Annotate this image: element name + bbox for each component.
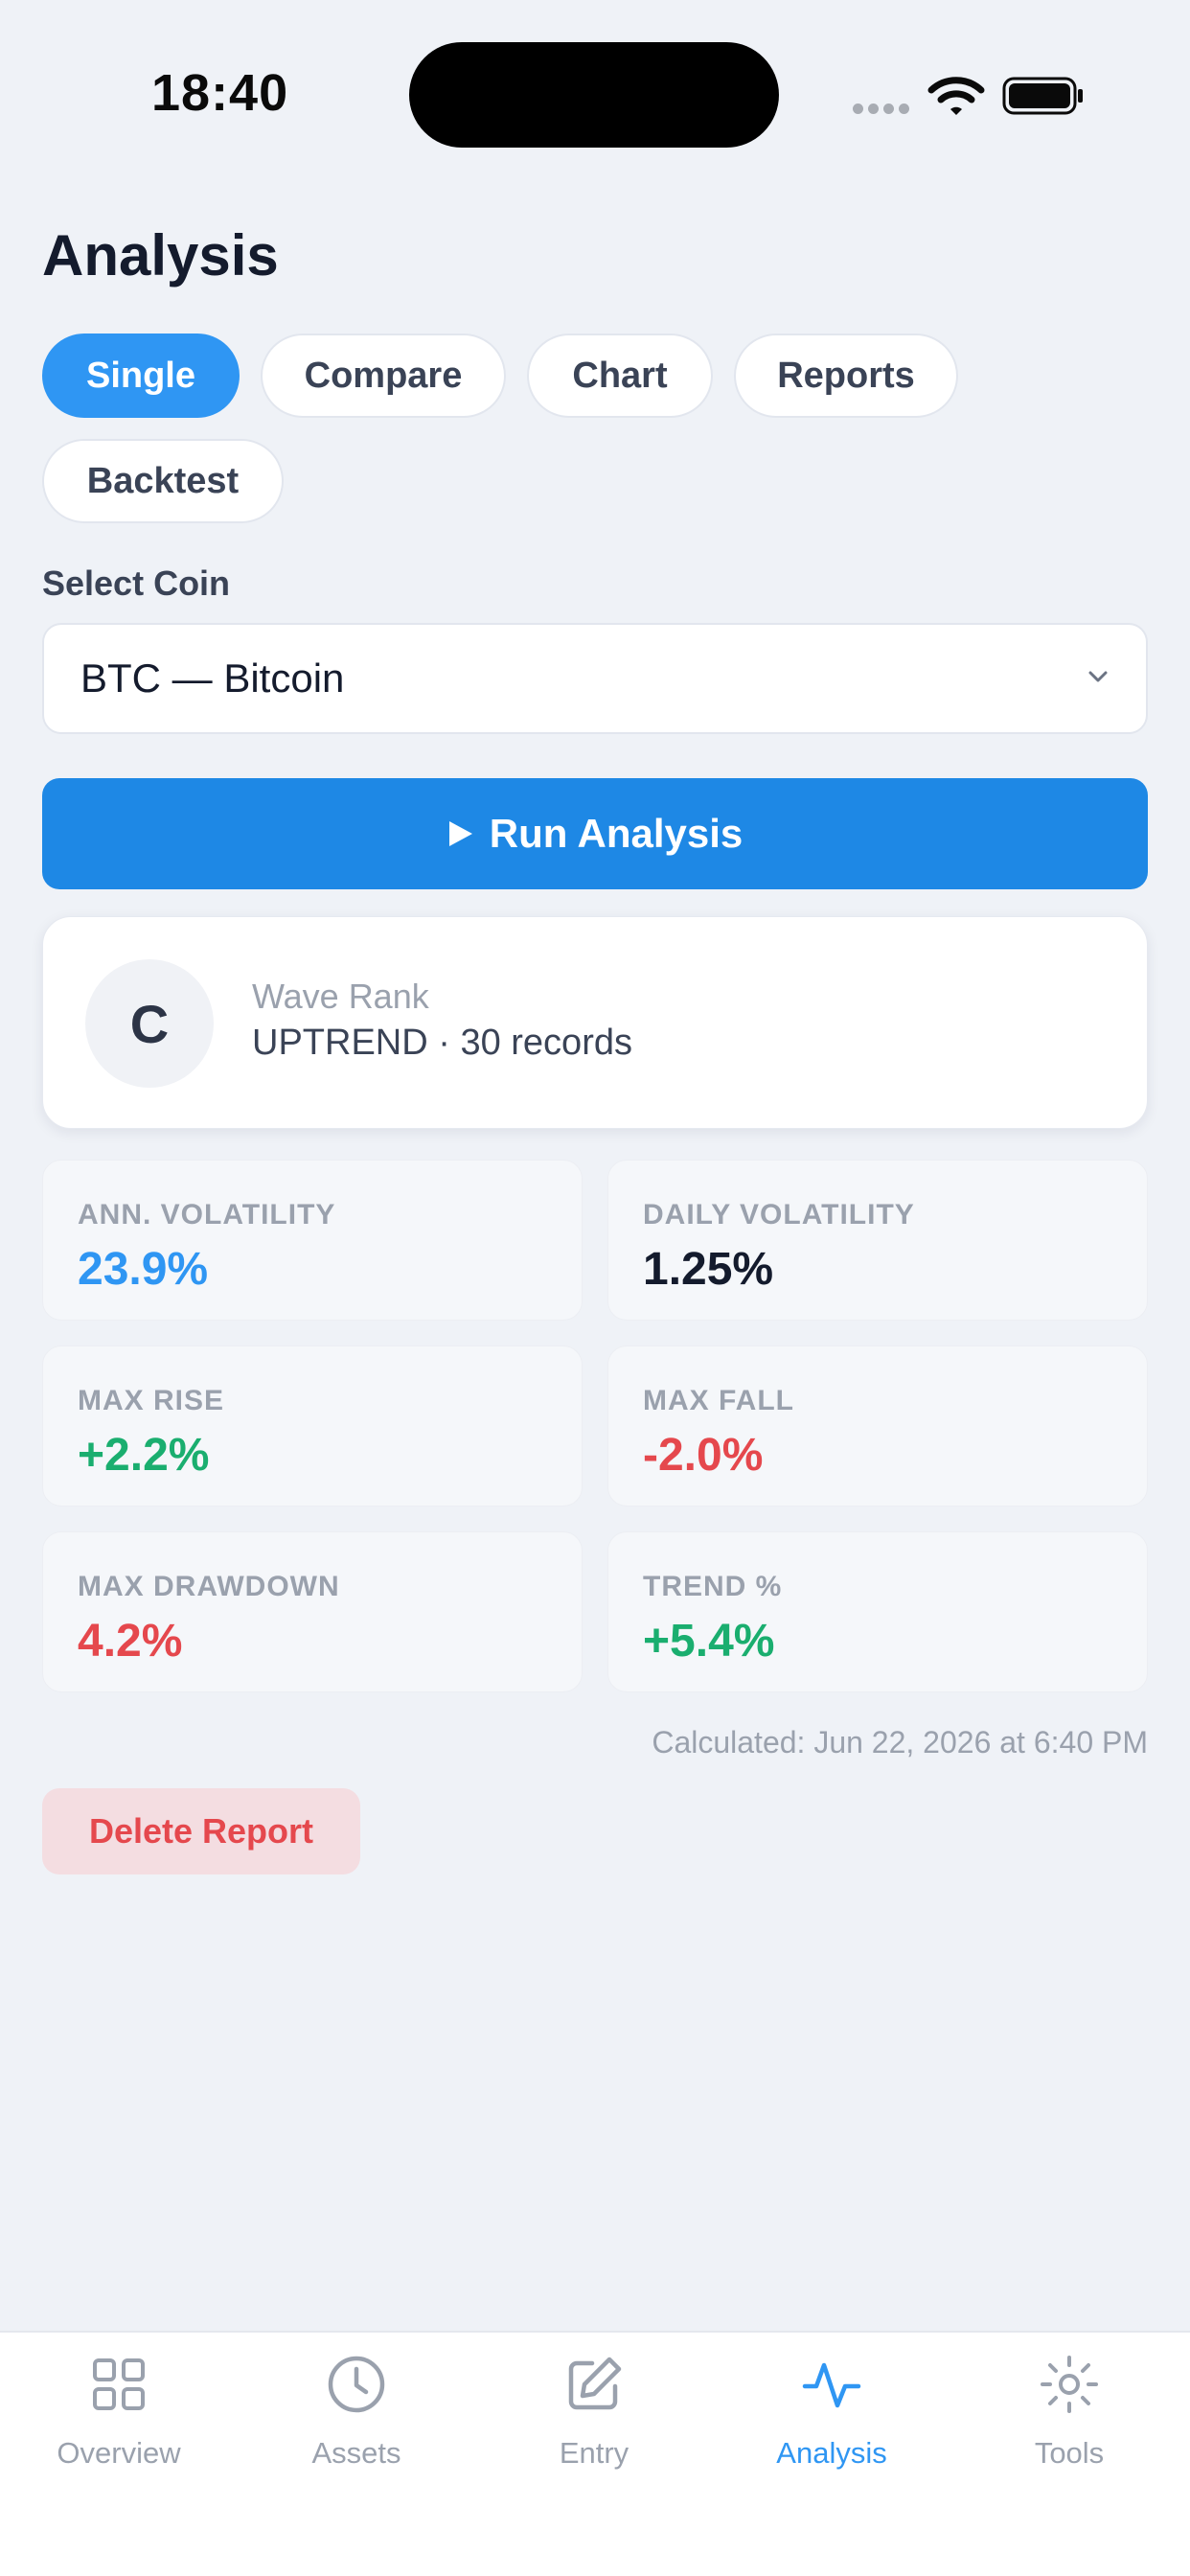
tab-bar-analysis[interactable]: Analysis bbox=[713, 2354, 950, 2497]
page-title: Analysis bbox=[42, 223, 279, 288]
stat-label: MAX RISE bbox=[78, 1385, 225, 1416]
stat-ann-volatility: ANN. VOLATILITY 23.9% bbox=[42, 1160, 583, 1321]
stat-value: -2.0% bbox=[643, 1430, 764, 1481]
status-bar: 18:40 bbox=[0, 0, 1190, 182]
stat-label: DAILY VOLATILITY bbox=[643, 1199, 915, 1230]
tab-bar-label: Assets bbox=[311, 2436, 401, 2470]
stat-max-rise: MAX RISE +2.2% bbox=[42, 1346, 583, 1506]
wifi-icon bbox=[927, 77, 985, 115]
stat-label: ANN. VOLATILITY bbox=[78, 1199, 336, 1230]
stat-daily-volatility: DAILY VOLATILITY 1.25% bbox=[607, 1160, 1148, 1321]
stat-value: 1.25% bbox=[643, 1244, 774, 1295]
activity-icon bbox=[802, 2362, 861, 2408]
tab-bar-tools[interactable]: Tools bbox=[950, 2354, 1188, 2497]
coin-select-value: BTC — Bitcoin bbox=[80, 656, 345, 701]
stat-label: MAX DRAWDOWN bbox=[78, 1571, 340, 1602]
stat-value: 23.9% bbox=[78, 1244, 209, 1295]
rank-badge: C bbox=[85, 959, 214, 1088]
stat-value: 4.2% bbox=[78, 1616, 183, 1667]
battery-icon bbox=[1002, 77, 1083, 115]
stat-trend: TREND % +5.4% bbox=[607, 1531, 1148, 1692]
tab-bar-overview[interactable]: Overview bbox=[0, 2354, 238, 2497]
status-time: 18:40 bbox=[151, 64, 289, 122]
sun-icon bbox=[1041, 2356, 1098, 2413]
bottom-tab-bar: Overview Assets Entry Analysis bbox=[0, 2331, 1190, 2576]
clock-icon bbox=[328, 2356, 385, 2413]
tab-single[interactable]: Single bbox=[42, 334, 240, 418]
tab-bar-label: Overview bbox=[57, 2436, 181, 2470]
run-analysis-button[interactable]: Run Analysis bbox=[42, 778, 1148, 889]
wave-rank-card: C Wave Rank UPTREND · 30 records bbox=[42, 916, 1148, 1129]
tab-bar-assets[interactable]: Assets bbox=[238, 2354, 475, 2497]
stat-max-drawdown: MAX DRAWDOWN 4.2% bbox=[42, 1531, 583, 1692]
chevron-down-icon bbox=[1088, 671, 1108, 682]
select-coin-label: Select Coin bbox=[42, 564, 231, 603]
calculated-timestamp: Calculated: Jun 22, 2026 at 6:40 PM bbox=[652, 1725, 1148, 1760]
play-icon bbox=[448, 821, 472, 846]
tab-chart[interactable]: Chart bbox=[527, 334, 713, 418]
tab-bar-label: Analysis bbox=[776, 2436, 887, 2470]
rank-detail: UPTREND · 30 records bbox=[252, 1023, 632, 1063]
tab-reports[interactable]: Reports bbox=[734, 334, 958, 418]
tab-bar-label: Tools bbox=[1034, 2436, 1105, 2470]
edit-icon bbox=[568, 2357, 622, 2410]
tab-bar-entry[interactable]: Entry bbox=[475, 2354, 713, 2497]
stat-label: MAX FALL bbox=[643, 1385, 794, 1416]
tab-bar-label: Entry bbox=[559, 2436, 629, 2470]
stat-value: +5.4% bbox=[643, 1616, 775, 1667]
tab-backtest[interactable]: Backtest bbox=[42, 439, 284, 523]
stat-max-fall: MAX FALL -2.0% bbox=[607, 1346, 1148, 1506]
signal-icon bbox=[853, 104, 910, 117]
coin-select[interactable]: BTC — Bitcoin bbox=[42, 623, 1148, 734]
tab-compare[interactable]: Compare bbox=[261, 334, 506, 418]
stat-label: TREND % bbox=[643, 1571, 783, 1602]
grid-icon bbox=[93, 2358, 145, 2410]
rank-label: Wave Rank bbox=[252, 977, 429, 1016]
stat-value: +2.2% bbox=[78, 1430, 210, 1481]
dynamic-island bbox=[409, 42, 779, 148]
delete-report-button[interactable]: Delete Report bbox=[42, 1788, 360, 1874]
run-analysis-label: Run Analysis bbox=[489, 811, 744, 856]
